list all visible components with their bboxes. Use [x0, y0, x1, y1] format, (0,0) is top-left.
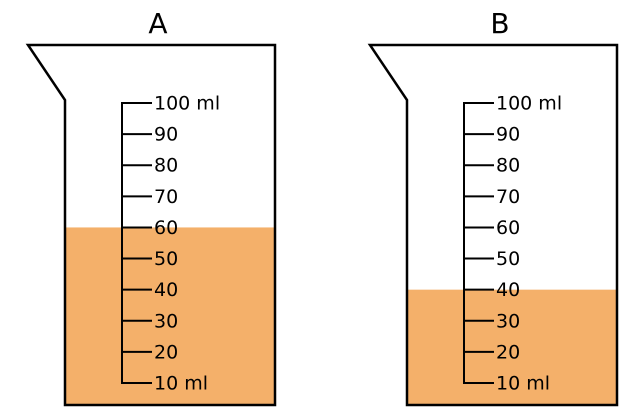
- scale-tick-label: 80: [154, 155, 178, 177]
- scale-tick-label: 70: [154, 186, 178, 208]
- beaker-outline: [367, 43, 619, 407]
- beaker-label: A: [148, 7, 167, 40]
- beaker: B 100 ml 90 80 70 60 50 40 30 20 10 ml: [367, 7, 619, 407]
- liquid: [407, 289, 617, 405]
- scale-tick-label: 50: [496, 248, 520, 270]
- scale-tick-label: 60: [496, 217, 520, 239]
- scale-tick-label: 90: [154, 124, 178, 146]
- scale-tick-label: 30: [154, 310, 178, 332]
- beaker-label: B: [490, 7, 509, 40]
- scale-tick-label: 30: [496, 310, 520, 332]
- scale-tick-label: 50: [154, 248, 178, 270]
- scale-tick-label: 10 ml: [496, 373, 550, 395]
- liquid: [65, 227, 275, 405]
- scale-tick-label: 20: [496, 341, 520, 363]
- scale-tick-label: 90: [496, 124, 520, 146]
- scale-tick-label: 10 ml: [154, 373, 208, 395]
- scale-tick-label: 60: [154, 217, 178, 239]
- scale-tick-label: 100 ml: [154, 93, 220, 115]
- scale-tick-label: 70: [496, 186, 520, 208]
- scale-tick-label: 20: [154, 341, 178, 363]
- scale-tick-label: 40: [496, 279, 520, 301]
- scale-tick-label: 100 ml: [496, 93, 562, 115]
- scale-tick-label: 40: [154, 279, 178, 301]
- beaker-outline: [25, 43, 277, 407]
- beaker: A 100 ml 90 80 70 60 50 40 30 20 10 ml: [25, 7, 277, 407]
- scale-tick-label: 80: [496, 155, 520, 177]
